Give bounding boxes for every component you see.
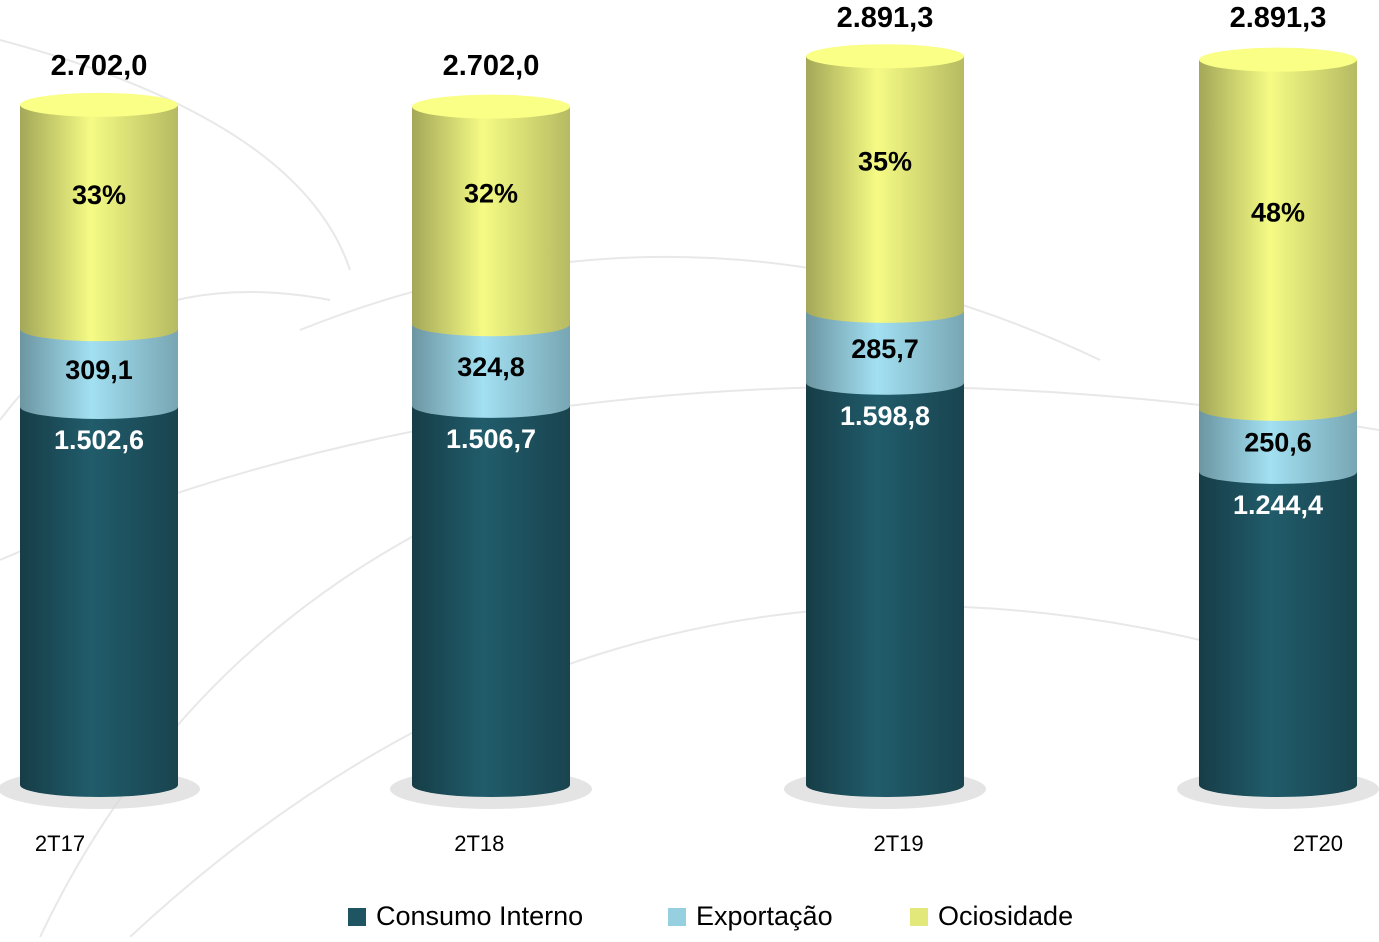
x-tick-label: 2T18: [454, 831, 504, 856]
value-label: 324,8: [457, 352, 525, 382]
value-label: 33%: [72, 180, 126, 210]
x-tick-label: 2T19: [874, 831, 924, 856]
cylinder-segment: [806, 56, 964, 323]
cylinder-segment: [20, 329, 178, 419]
cylinder-segment: [412, 106, 570, 337]
cylinder-top: [20, 92, 178, 117]
cylinder-top: [412, 94, 570, 119]
total-label: 2.891,3: [837, 2, 934, 34]
background-arcs: [0, 39, 1379, 938]
value-label: 250,6: [1244, 428, 1312, 458]
cylinder-top: [806, 44, 964, 69]
cylinder-segment: [20, 406, 178, 797]
value-label: 1.506,7: [446, 424, 536, 454]
cylinder-segment: [20, 104, 178, 342]
cylinder-segment: [806, 310, 964, 395]
x-tick-label: 2T17: [35, 831, 85, 856]
legend-swatch: [668, 908, 686, 926]
value-label: 309,1: [65, 355, 133, 385]
cylinder-segment: [412, 405, 570, 797]
cylinder-segment: [1199, 471, 1357, 797]
cylinder-segment: [806, 382, 964, 797]
total-label: 2.702,0: [443, 50, 540, 82]
cylinder-segment: [1199, 408, 1357, 484]
value-label: 32%: [464, 179, 518, 209]
value-label: 35%: [858, 147, 912, 177]
legend-label: Exportação: [696, 901, 833, 931]
cylinder-segment: [1199, 59, 1357, 421]
x-tick-label: 2T20: [1293, 831, 1343, 856]
total-label: 2.891,3: [1230, 2, 1327, 34]
legend-swatch: [910, 908, 928, 926]
value-label: 1.502,6: [54, 425, 144, 455]
legend-label: Consumo Interno: [376, 901, 583, 931]
cylinder-segment: [412, 324, 570, 418]
value-label: 285,7: [851, 334, 919, 364]
total-label: 2.702,0: [51, 50, 148, 82]
legend-swatch: [348, 908, 366, 926]
legend-label: Ociosidade: [938, 901, 1073, 931]
value-label: 1.244,4: [1233, 490, 1323, 520]
value-label: 1.598,8: [840, 401, 930, 431]
value-label: 48%: [1251, 197, 1305, 227]
cylinder-top: [1199, 47, 1357, 72]
